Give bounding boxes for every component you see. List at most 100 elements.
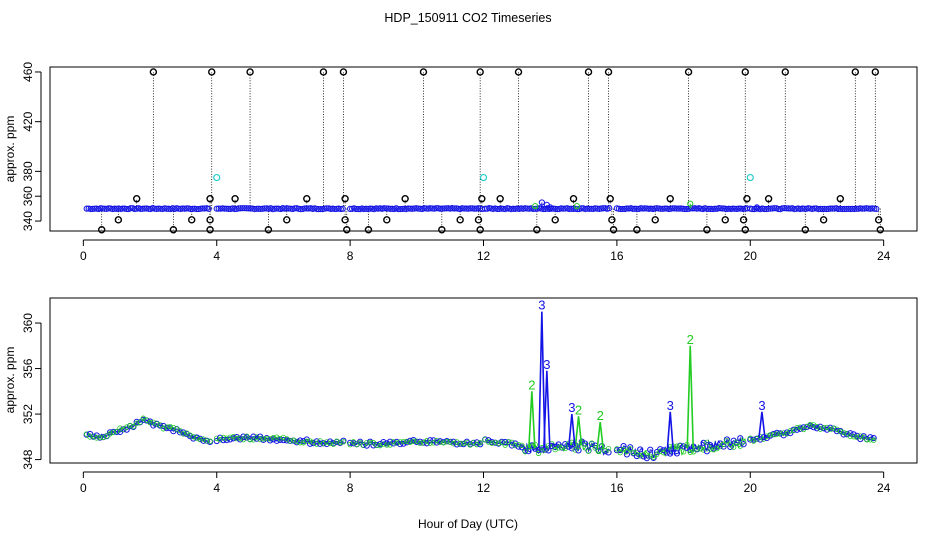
bottom-y-tick-label: 360: [21, 313, 35, 333]
top-baseline-point: [467, 205, 474, 212]
bottom-x-tick-label: 12: [477, 481, 491, 495]
top-spike-point: [264, 226, 273, 234]
top-baseline-point: [271, 205, 278, 212]
bottom-green-point: [214, 435, 220, 441]
top-baseline-point: [255, 205, 262, 212]
bottom-green-point: [247, 436, 253, 443]
bottom-blue-point: [582, 440, 589, 447]
top-baseline-point: [137, 205, 144, 213]
top-spike-point: [569, 194, 578, 203]
bottom-green-point: [174, 426, 180, 432]
bottom-x-tick-label: 0: [80, 481, 87, 495]
bottom-green-point: [477, 440, 483, 446]
top-spike-point: [608, 216, 616, 224]
bottom-green-point: [760, 436, 767, 442]
bottom-blue-point: [485, 437, 492, 444]
bottom-green-point: [870, 437, 877, 443]
bottom-green-point: [150, 419, 157, 426]
top-x-tick-label: 8: [347, 249, 354, 263]
bottom-blue-point: [417, 438, 424, 445]
bottom-green-point: [774, 431, 780, 437]
bottom-green-point: [384, 442, 390, 448]
top-baseline-point: [819, 205, 826, 213]
bottom-blue-point: [605, 449, 612, 456]
top-baseline-point: [471, 205, 478, 212]
top-spike-point: [208, 68, 216, 76]
bottom-blue-point: [847, 430, 854, 437]
bottom-green-point: [634, 449, 640, 456]
bottom-blue-point: [707, 442, 714, 449]
top-baseline-point: [617, 205, 624, 213]
top-baseline-point: [510, 205, 517, 212]
top-spike-point: [633, 226, 641, 234]
top-spike-point: [684, 68, 693, 76]
top-spike-point: [764, 194, 773, 203]
bottom-blue-point: [180, 429, 187, 436]
top-y-axis-label: approx. ppm: [3, 116, 17, 183]
top-baseline-point: [315, 205, 322, 213]
top-baseline-point: [847, 205, 854, 213]
bottom-green-point: [204, 438, 210, 444]
bottom-green-spike-label: 2: [597, 408, 604, 423]
top-baseline-point: [355, 205, 362, 213]
bottom-blue-point: [727, 443, 734, 451]
bottom-green-point: [327, 440, 333, 447]
bottom-blue-point: [760, 434, 767, 441]
bottom-green-point: [522, 448, 528, 455]
bottom-blue-point: [502, 438, 509, 446]
bottom-blue-point: [280, 437, 287, 444]
top-panel-marks: [83, 68, 885, 234]
top-baseline-point: [101, 205, 108, 212]
top-baseline-point: [157, 205, 164, 212]
bottom-green-point: [440, 440, 447, 446]
top-baseline-point: [105, 205, 112, 212]
bottom-blue-point: [407, 437, 414, 445]
bottom-blue-point: [163, 424, 170, 432]
bottom-green-point: [457, 441, 463, 447]
top-baseline-point: [187, 205, 194, 213]
top-spike-point: [743, 194, 751, 203]
bottom-blue-point: [200, 437, 207, 444]
bottom-green-spike-line: [574, 416, 583, 446]
top-spike-point: [206, 216, 214, 224]
top-baseline-point: [383, 205, 390, 212]
top-baseline-point: [155, 205, 162, 212]
bottom-green-spike-label: 2: [687, 332, 694, 347]
top-baseline-point: [853, 205, 860, 212]
top-spike-point: [97, 226, 106, 234]
bottom-blue-point: [166, 425, 174, 432]
top-baseline-point: [89, 205, 96, 212]
top-spike-point: [604, 68, 613, 76]
top-baseline-point: [631, 205, 638, 212]
top-baseline-point: [381, 205, 388, 212]
top-spike-point: [741, 226, 749, 234]
bottom-green-point: [280, 434, 287, 441]
bottom-blue-point: [627, 444, 634, 451]
bottom-green-point: [572, 447, 578, 453]
bottom-blue-point: [575, 447, 582, 454]
top-baseline-point: [498, 205, 505, 212]
top-baseline-point: [707, 205, 715, 212]
top-baseline-point: [715, 205, 723, 212]
top-cyan-point: [746, 173, 754, 182]
top-baseline-point: [633, 205, 640, 212]
bottom-green-point: [697, 446, 703, 452]
bottom-blue-point: [303, 436, 310, 443]
top-spike-point: [246, 68, 254, 76]
bottom-x-tick-label: 4: [213, 481, 220, 495]
top-baseline-point: [675, 205, 683, 212]
top-baseline-point: [600, 205, 607, 212]
top-baseline-point: [443, 205, 450, 212]
top-spike-point: [651, 216, 659, 224]
top-baseline-point: [823, 205, 830, 213]
bottom-blue-point: [240, 433, 247, 440]
bottom-blue-point: [512, 440, 519, 447]
bottom-blue-point: [797, 425, 804, 432]
top-baseline-point: [659, 205, 667, 212]
bottom-blue-point: [723, 436, 731, 443]
bottom-green-point: [624, 448, 630, 455]
bottom-blue-point: [800, 424, 807, 431]
bottom-green-point: [130, 423, 137, 430]
